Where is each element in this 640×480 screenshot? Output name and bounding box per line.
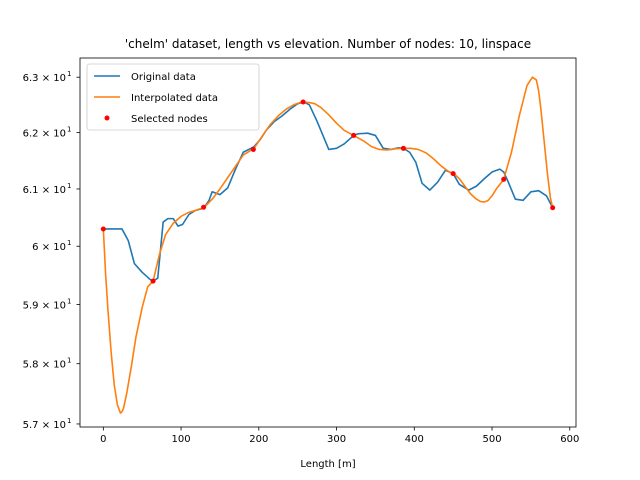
y-tick-exponent: 1	[67, 297, 71, 305]
y-tick-exponent: 1	[67, 126, 71, 134]
node-point	[250, 146, 256, 152]
x-tick-label: 200	[249, 434, 268, 445]
legend-marker-swatch	[104, 115, 110, 121]
y-tick-exponent: 1	[67, 357, 71, 365]
node-point	[550, 205, 556, 211]
x-axis: 0 100 200 300 400 500 600	[100, 427, 579, 445]
legend: Original data Interpolated data Selected n…	[86, 63, 260, 131]
x-tick-label: 600	[560, 434, 579, 445]
x-axis-label: Length [m]	[300, 459, 355, 470]
y-tick-exponent: 1	[67, 417, 71, 425]
node-point	[400, 145, 406, 151]
series-layer	[100, 76, 556, 414]
y-tick-label: 6 × 10	[32, 242, 66, 253]
x-tick-label: 300	[327, 434, 346, 445]
series-line-original-data	[103, 101, 554, 282]
plot-area-frame	[79, 57, 577, 428]
x-tick-label: 0	[100, 434, 106, 445]
node-point	[201, 204, 207, 210]
y-tick-exponent: 1	[67, 239, 71, 247]
x-tick-label: 400	[405, 434, 424, 445]
node-point	[150, 278, 156, 284]
series-line-interpolated-data	[102, 76, 554, 414]
y-tick-label: 6.1 × 10	[23, 185, 66, 196]
node-point	[351, 132, 357, 138]
y-tick-label: 6.2 × 10	[23, 129, 66, 140]
y-tick-exponent: 1	[67, 182, 71, 190]
legend-label: Original data	[131, 72, 196, 83]
y-tick-label: 5.8 × 10	[23, 360, 66, 371]
y-tick-label: 5.9 × 10	[23, 300, 66, 311]
x-tick-label: 500	[482, 434, 501, 445]
legend-label: Selected nodes	[131, 114, 208, 125]
node-point	[501, 176, 507, 182]
node-point	[450, 171, 456, 177]
y-tick-label: 5.7 × 10	[23, 420, 66, 431]
legend-box	[86, 63, 260, 131]
y-tick-exponent: 1	[67, 70, 71, 78]
y-axis: 5.7 × 10 15.8 × 10 15.9 × 10 16 × 10 16.1 × …	[23, 70, 80, 431]
node-point	[300, 99, 306, 105]
x-tick-label: 100	[172, 434, 191, 445]
chart-title: 'chelm' dataset, length vs elevation. Nu…	[125, 37, 531, 51]
node-point	[100, 226, 106, 232]
legend-label: Interpolated data	[131, 93, 218, 104]
y-tick-label: 6.3 × 10	[23, 73, 66, 84]
